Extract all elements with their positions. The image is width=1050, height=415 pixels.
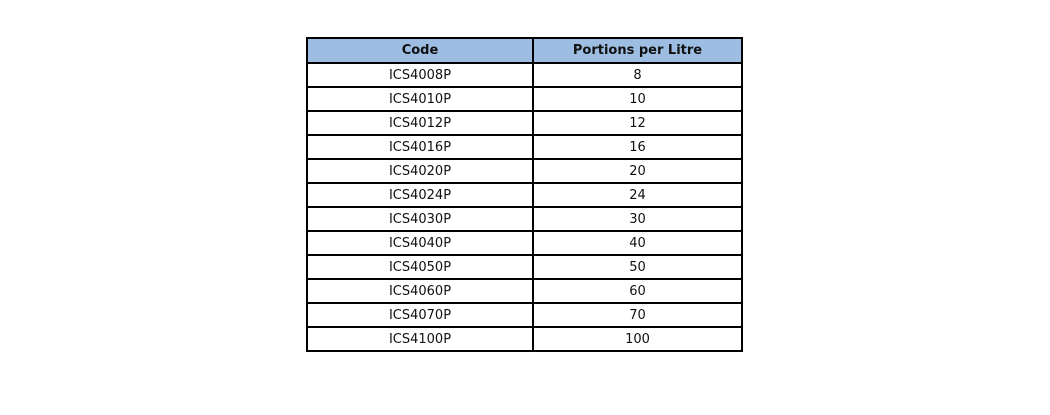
code-cell: ICS4100P: [306, 326, 534, 352]
code-cell: ICS4030P: [306, 206, 534, 232]
table-row: ICS4070P 70: [306, 302, 743, 328]
portions-cell: 60: [532, 278, 743, 304]
table-row: ICS4040P 40: [306, 230, 743, 256]
portions-cell: 12: [532, 110, 743, 136]
portions-cell: 20: [532, 158, 743, 184]
table-row: ICS4012P 12: [306, 110, 743, 136]
table-row: ICS4016P 16: [306, 134, 743, 160]
portions-cell: 30: [532, 206, 743, 232]
portions-cell: 16: [532, 134, 743, 160]
portions-cell: 40: [532, 230, 743, 256]
code-cell: ICS4070P: [306, 302, 534, 328]
portions-cell: 8: [532, 62, 743, 88]
portions-cell: 24: [532, 182, 743, 208]
portions-cell: 70: [532, 302, 743, 328]
code-cell: ICS4012P: [306, 110, 534, 136]
code-cell: ICS4060P: [306, 278, 534, 304]
table-row: ICS4020P 20: [306, 158, 743, 184]
portions-cell: 50: [532, 254, 743, 280]
table-row: ICS4100P 100: [306, 326, 743, 352]
code-cell: ICS4008P: [306, 62, 534, 88]
portions-cell: 10: [532, 86, 743, 112]
table-row: ICS4050P 50: [306, 254, 743, 280]
table-row: ICS4010P 10: [306, 86, 743, 112]
header-portions: Portions per Litre: [532, 37, 743, 64]
portions-cell: 100: [532, 326, 743, 352]
portions-table: Code Portions per Litre ICS4008P 8 ICS4010…: [306, 37, 743, 352]
code-cell: ICS4016P: [306, 134, 534, 160]
header-code: Code: [306, 37, 534, 64]
code-cell: ICS4024P: [306, 182, 534, 208]
table-row: ICS4060P 60: [306, 278, 743, 304]
table-row: ICS4024P 24: [306, 182, 743, 208]
header-row: Code Portions per Litre: [306, 37, 743, 64]
code-cell: ICS4040P: [306, 230, 534, 256]
table-row: ICS4030P 30: [306, 206, 743, 232]
code-cell: ICS4010P: [306, 86, 534, 112]
code-cell: ICS4050P: [306, 254, 534, 280]
table-row: ICS4008P 8: [306, 62, 743, 88]
code-cell: ICS4020P: [306, 158, 534, 184]
